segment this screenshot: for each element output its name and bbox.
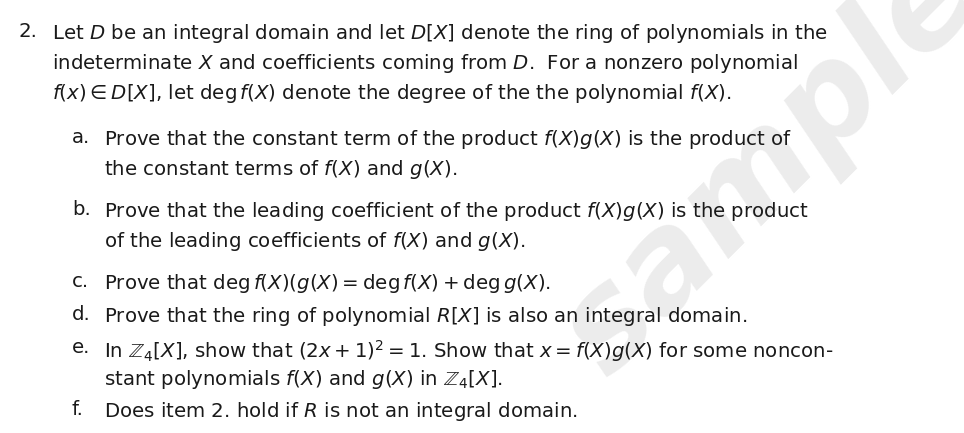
Text: of the leading coefficients of $f(X)$ and $g(X)$.: of the leading coefficients of $f(X)$ an…	[104, 230, 525, 253]
Text: c.: c.	[72, 272, 89, 291]
Text: Does item 2. hold if $R$ is not an integral domain.: Does item 2. hold if $R$ is not an integ…	[104, 400, 577, 423]
Text: e.: e.	[72, 338, 91, 357]
Text: Prove that the ring of polynomial $R[X]$ is also an integral domain.: Prove that the ring of polynomial $R[X]$…	[104, 305, 747, 328]
Text: In $\mathbb{Z}_4[X]$, show that $(2x+1)^2 = 1$. Show that $x = f(X)g(X)$ for som: In $\mathbb{Z}_4[X]$, show that $(2x+1)^…	[104, 338, 833, 364]
Text: Prove that the constant term of the product $f(X)g(X)$ is the product of: Prove that the constant term of the prod…	[104, 128, 792, 151]
Text: b.: b.	[72, 200, 91, 219]
Text: $f(x) \in D[X]$, let $\deg f(X)$ denote the degree of the the polynomial $f(X)$.: $f(x) \in D[X]$, let $\deg f(X)$ denote …	[52, 82, 732, 105]
Text: d.: d.	[72, 305, 91, 324]
Text: stant polynomials $f(X)$ and $g(X)$ in $\mathbb{Z}_4[X]$.: stant polynomials $f(X)$ and $g(X)$ in $…	[104, 368, 503, 391]
Text: a.: a.	[72, 128, 91, 147]
Text: Prove that the leading coefficient of the product $f(X)g(X)$ is the product: Prove that the leading coefficient of th…	[104, 200, 809, 223]
Text: sample: sample	[537, 0, 964, 398]
Text: Let $D$ be an integral domain and let $D[X]$ denote the ring of polynomials in t: Let $D$ be an integral domain and let $D…	[52, 22, 828, 45]
Text: indeterminate $X$ and coefficients coming from $D$.  For a nonzero polynomial: indeterminate $X$ and coefficients comin…	[52, 52, 798, 75]
Text: the constant terms of $f(X)$ and $g(X)$.: the constant terms of $f(X)$ and $g(X)$.	[104, 158, 457, 181]
Text: f.: f.	[72, 400, 84, 419]
Text: 2.: 2.	[18, 22, 37, 41]
Text: Prove that $\deg f(X)(g(X) = \deg f(X) + \deg g(X)$.: Prove that $\deg f(X)(g(X) = \deg f(X) +…	[104, 272, 551, 295]
